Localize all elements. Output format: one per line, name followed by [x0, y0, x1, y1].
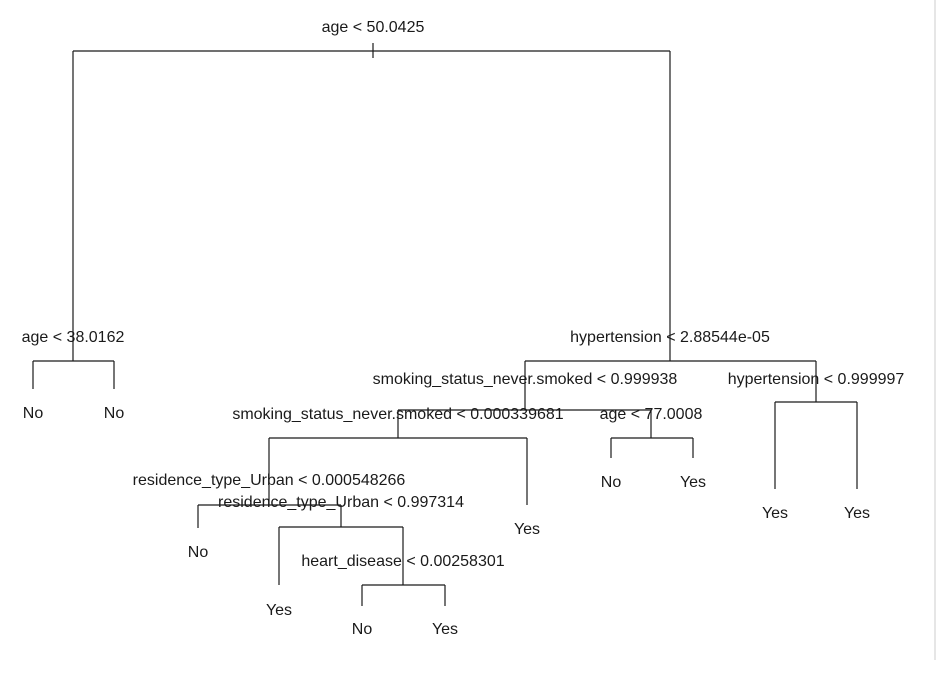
split-label-age38: age < 38.0162 — [22, 329, 125, 346]
split-label-heart-disease: heart_disease < 0.00258301 — [301, 553, 504, 570]
leaf-label: Yes — [432, 621, 458, 638]
leaf-label: Yes — [266, 602, 292, 619]
split-label-residence-2: residence_type_Urban < 0.997314 — [218, 494, 464, 511]
split-label-hypertension-2: hypertension < 0.999997 — [728, 371, 905, 388]
leaf-label: Yes — [844, 505, 870, 522]
split-label-age77: age < 77.0008 — [600, 406, 703, 423]
split-label-residence-1: residence_type_Urban < 0.000548266 — [133, 472, 406, 489]
leaf-label: No — [23, 405, 44, 422]
split-label-smoking-2: smoking_status_never.smoked < 0.00033968… — [232, 406, 563, 423]
split-label-smoking-1: smoking_status_never.smoked < 0.999938 — [373, 371, 678, 388]
right-border — [934, 0, 936, 660]
leaf-label: Yes — [680, 474, 706, 491]
leaf-label: No — [601, 474, 622, 491]
split-label-root: age < 50.0425 — [322, 19, 425, 36]
leaf-label: No — [188, 544, 209, 561]
leaf-label: No — [352, 621, 373, 638]
split-label-hypertension-1: hypertension < 2.88544e-05 — [570, 329, 770, 346]
leaf-label: No — [104, 405, 125, 422]
leaf-label: Yes — [514, 521, 540, 538]
leaf-label: Yes — [762, 505, 788, 522]
